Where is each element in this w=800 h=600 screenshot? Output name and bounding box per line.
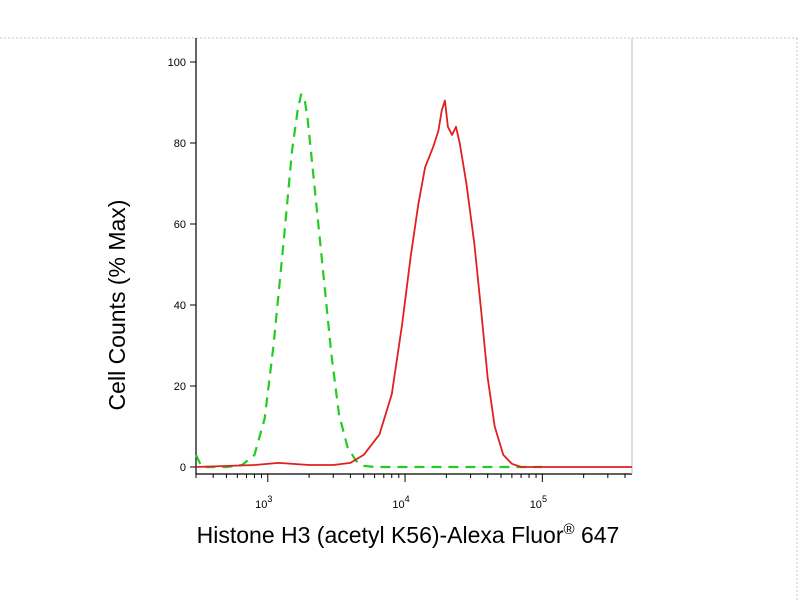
- x-tick-label: 105: [530, 494, 547, 511]
- series-line-1: [195, 93, 543, 469]
- y-tick-label: 40: [174, 300, 186, 312]
- x-ticks: 103 104 105: [195, 474, 626, 511]
- y-tick-label: 60: [174, 219, 186, 231]
- series-line-2: [195, 99, 632, 468]
- series-layer: [195, 93, 632, 469]
- x-axis-title-suffix: 647: [575, 522, 620, 548]
- y-tick-label: 0: [180, 462, 186, 474]
- y-tick-label: 100: [168, 57, 186, 69]
- y-tick-label: 80: [174, 138, 186, 150]
- y-tick-label: 20: [174, 381, 186, 393]
- y-axis-title: Cell Counts (% Max): [104, 200, 130, 411]
- x-axis-title: Histone H3 (acetyl K56)-Alexa Fluor® 647: [197, 521, 620, 548]
- x-tick-label: 103: [255, 494, 272, 511]
- x-axis-title-superscript: ®: [564, 521, 575, 538]
- x-axis-title-main: Histone H3 (acetyl K56)-Alexa Fluor: [197, 522, 564, 548]
- x-tick-label: 104: [392, 494, 409, 511]
- y-ticks: 0 20 40 60 80 100: [168, 57, 196, 474]
